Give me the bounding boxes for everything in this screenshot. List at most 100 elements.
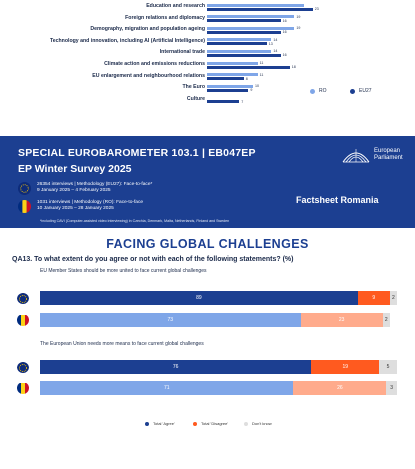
eu27-bar (207, 42, 267, 46)
eu-fieldwork-dates: 9 January 2025 – 4 February 2025 (37, 188, 111, 193)
survey-subtitle: EP Winter Survey 2025 (18, 163, 132, 175)
legend-dont-know-label: Don't know (252, 421, 272, 426)
segment-disagree: 19 (311, 360, 380, 374)
ro-bar (207, 38, 272, 42)
eu27-value: 18 (291, 65, 296, 69)
eu27-value: 16 (282, 18, 287, 23)
eu27-bar (207, 19, 281, 23)
legend-disagree-swatch (193, 421, 197, 426)
segment-disagree: 26 (293, 381, 387, 395)
eu27-value: 23 (314, 7, 319, 11)
eu-result-bar: 89 9 2 (40, 291, 397, 305)
logo-text-line1: European (374, 148, 401, 154)
ro-value: 11 (259, 72, 264, 77)
issue-label: Culture (186, 95, 205, 102)
segment-value: 73 (167, 317, 174, 323)
segment-value: 5 (386, 364, 390, 370)
issue-label: Foreign relations and diplomacy (125, 14, 205, 21)
survey-title: SPECIAL EUROBAROMETER 103.1 | EB047EP (18, 147, 256, 159)
ro-value: 10 (255, 84, 259, 89)
legend-dont-know-swatch (244, 421, 248, 426)
segment-value: 2 (384, 317, 388, 323)
eu27-bar (207, 77, 244, 81)
eu-result-bar: 76 19 5 (40, 360, 397, 374)
segment-agree: 89 (40, 291, 358, 305)
ro-value: 11 (259, 61, 264, 65)
issue-label: Demography, migration and population age… (90, 26, 205, 33)
ro-bar (207, 84, 253, 88)
european-parliament-name: European Parliament (374, 148, 403, 162)
ro-bar (207, 61, 258, 65)
eu27-value: 9 (250, 88, 253, 93)
segment-disagree: 9 (357, 291, 390, 305)
segment-disagree: 23 (300, 313, 383, 327)
methodology-footnote: *including CAVI (Computer-assisted video… (40, 219, 230, 223)
segment-dont-know: 3 (386, 381, 397, 395)
eu27-value: 13 (268, 41, 273, 46)
statement-text: EU Member States should be more united t… (40, 268, 207, 274)
eu27-bar (207, 65, 290, 69)
eu-flag-icon (17, 292, 29, 304)
eu27-value: 16 (282, 53, 287, 58)
segment-value: 19 (342, 364, 348, 370)
segment-agree: 73 (40, 313, 301, 327)
segment-agree: 71 (40, 381, 294, 395)
factsheet-country: Factsheet Romania (296, 195, 379, 205)
ro-methodology-text: 1031 interviews | Methodology (RO): Face… (37, 200, 144, 205)
eu27-bar (207, 7, 313, 11)
eu27-bar (207, 53, 281, 57)
legend-ro-swatch (310, 88, 315, 94)
legend-disagree-label: Total 'Disagree' (201, 421, 229, 426)
legend-ro-label: RO (319, 88, 327, 94)
segment-value: 23 (338, 317, 345, 323)
eu27-value: 16 (282, 30, 287, 35)
ro-flag-icon (17, 382, 29, 394)
legend-disagree: Total 'Disagree' (193, 421, 228, 426)
ro-value: 14 (273, 49, 278, 54)
ro-bar (207, 26, 295, 30)
issue-label: The Euro (182, 84, 205, 91)
ro-value: 14 (273, 37, 278, 42)
issue-label: Technology and innovation, including AI … (49, 37, 205, 44)
eu27-bar (207, 30, 281, 34)
legend-ro: RO (310, 88, 327, 94)
segment-value: 2 (392, 295, 395, 301)
segment-value: 9 (372, 295, 376, 301)
segment-value: 3 (390, 385, 394, 391)
page-gap (0, 128, 415, 136)
issue-label: International trade (159, 49, 205, 56)
segment-agree: 76 (40, 360, 312, 374)
segment-value: 89 (196, 295, 202, 301)
factsheet-header: SPECIAL EUROBAROMETER 103.1 | EB047EP EP… (0, 136, 415, 228)
ro-result-bar: 71 26 3 (40, 381, 397, 395)
eu-flag-icon (17, 361, 29, 373)
legend-eu27-swatch (350, 88, 355, 94)
eu-methodology: 26354 interviews | Methodology (EU27): F… (18, 182, 152, 195)
segment-dont-know: 2 (389, 291, 397, 305)
ro-value: 19 (296, 14, 301, 19)
question-text: QA13. To what extent do you agree or not… (12, 256, 294, 263)
eu27-value: 8 (245, 76, 248, 81)
legend-eu27-label: EU27 (359, 88, 372, 94)
eu-methodology-text: 26354 interviews | Methodology (EU27): F… (37, 182, 153, 187)
european-parliament-logo-icon (342, 149, 370, 163)
ro-value: 19 (296, 26, 301, 31)
segment-dont-know: 2 (382, 313, 390, 327)
ro-flag-icon (17, 314, 29, 326)
issues-bar-chart: Education and research 23 Foreign relation… (0, 0, 415, 128)
legend-agree-swatch (145, 421, 149, 426)
legend-agree: Total 'Agree' (145, 421, 175, 426)
ro-bar (207, 73, 258, 77)
legend-agree-label: Total 'Agree' (153, 421, 175, 426)
ro-bar (207, 49, 272, 53)
logo-text-line2: Parliament (374, 155, 403, 161)
segment-dont-know: 5 (379, 360, 397, 374)
statement-text: The European Union needs more means to f… (40, 341, 204, 347)
ro-result-bar: 73 23 2 (40, 313, 397, 327)
segment-value: 26 (337, 385, 343, 391)
issue-label: Climate action and emissions reductions (104, 61, 205, 67)
segment-value: 76 (172, 364, 179, 370)
segment-value: 71 (163, 385, 170, 391)
legend-eu27: EU27 (350, 88, 372, 94)
issue-label: EU enlargement and neighbourhood relatio… (92, 72, 205, 79)
